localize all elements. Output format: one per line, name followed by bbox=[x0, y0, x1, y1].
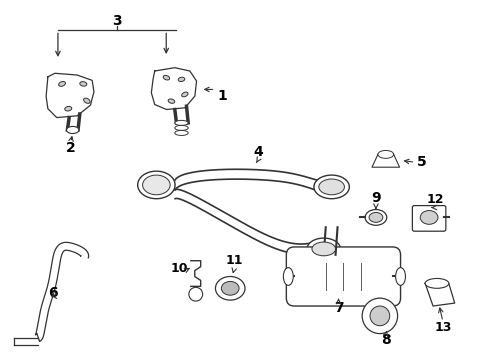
FancyBboxPatch shape bbox=[411, 206, 445, 231]
Polygon shape bbox=[151, 68, 196, 109]
FancyBboxPatch shape bbox=[286, 247, 400, 306]
Ellipse shape bbox=[59, 81, 65, 86]
Ellipse shape bbox=[395, 267, 405, 285]
Ellipse shape bbox=[365, 210, 386, 225]
Ellipse shape bbox=[64, 96, 84, 111]
Ellipse shape bbox=[424, 278, 448, 288]
Text: 1: 1 bbox=[217, 89, 227, 103]
Text: 5: 5 bbox=[416, 155, 426, 169]
Ellipse shape bbox=[215, 276, 244, 300]
Circle shape bbox=[188, 287, 202, 301]
Text: 7: 7 bbox=[333, 301, 343, 315]
Ellipse shape bbox=[174, 130, 188, 135]
Ellipse shape bbox=[168, 99, 174, 103]
Text: 9: 9 bbox=[370, 191, 380, 205]
Ellipse shape bbox=[163, 76, 169, 80]
Ellipse shape bbox=[163, 89, 180, 100]
Ellipse shape bbox=[138, 171, 175, 199]
Text: 2: 2 bbox=[66, 141, 76, 156]
Ellipse shape bbox=[221, 282, 239, 295]
Ellipse shape bbox=[174, 120, 188, 125]
Circle shape bbox=[362, 298, 397, 334]
Ellipse shape bbox=[182, 92, 187, 97]
Polygon shape bbox=[46, 73, 94, 118]
Circle shape bbox=[369, 306, 389, 326]
Text: 8: 8 bbox=[380, 333, 390, 347]
Text: 10: 10 bbox=[170, 262, 187, 275]
Ellipse shape bbox=[318, 179, 344, 195]
Ellipse shape bbox=[419, 211, 437, 224]
Ellipse shape bbox=[178, 77, 184, 81]
Ellipse shape bbox=[83, 98, 90, 103]
Text: 3: 3 bbox=[112, 14, 122, 27]
Text: 4: 4 bbox=[252, 145, 262, 159]
Ellipse shape bbox=[311, 242, 335, 256]
Text: 12: 12 bbox=[426, 193, 443, 206]
Ellipse shape bbox=[174, 125, 188, 130]
Ellipse shape bbox=[368, 212, 382, 222]
Ellipse shape bbox=[61, 94, 87, 113]
Ellipse shape bbox=[66, 126, 79, 134]
Text: 11: 11 bbox=[225, 254, 243, 267]
Ellipse shape bbox=[306, 238, 340, 260]
Ellipse shape bbox=[377, 150, 393, 158]
Ellipse shape bbox=[64, 107, 72, 111]
Text: 6: 6 bbox=[48, 286, 58, 300]
Ellipse shape bbox=[283, 267, 293, 285]
Ellipse shape bbox=[80, 82, 87, 86]
Ellipse shape bbox=[142, 175, 170, 195]
Ellipse shape bbox=[160, 86, 183, 103]
Text: 13: 13 bbox=[433, 321, 450, 334]
Polygon shape bbox=[371, 154, 399, 167]
Ellipse shape bbox=[313, 175, 348, 199]
Polygon shape bbox=[424, 283, 454, 306]
Polygon shape bbox=[36, 242, 88, 341]
